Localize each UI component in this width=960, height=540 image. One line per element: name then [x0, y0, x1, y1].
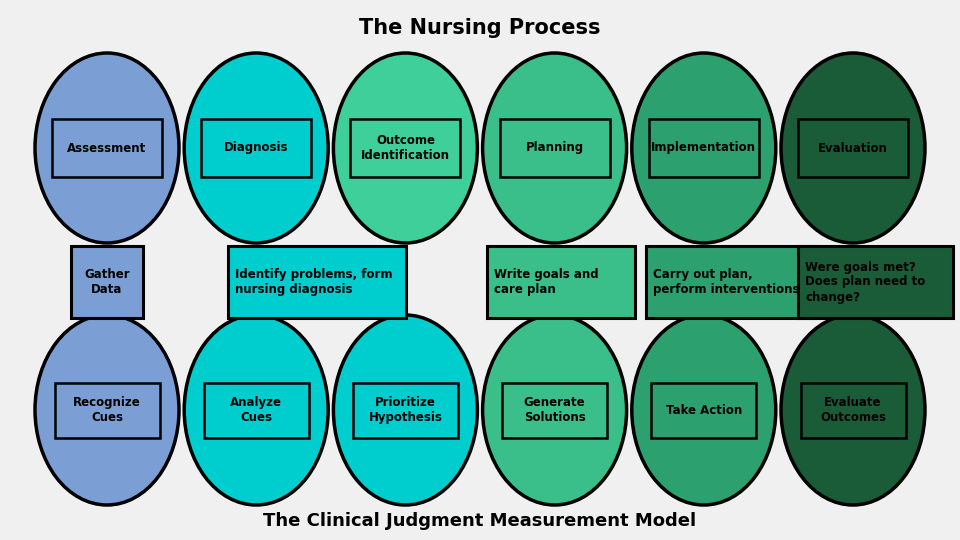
Text: Diagnosis: Diagnosis — [224, 141, 288, 154]
Ellipse shape — [35, 315, 179, 505]
FancyBboxPatch shape — [646, 246, 816, 318]
Text: Recognize
Cues: Recognize Cues — [73, 396, 141, 424]
Text: Prioritize
Hypothesis: Prioritize Hypothesis — [369, 396, 443, 424]
FancyBboxPatch shape — [228, 246, 406, 318]
Text: The Clinical Judgment Measurement Model: The Clinical Judgment Measurement Model — [263, 512, 697, 530]
Text: The Nursing Process: The Nursing Process — [359, 18, 601, 38]
Text: Gather
Data: Gather Data — [84, 268, 130, 296]
Text: Were goals met?
Does plan need to
change?: Were goals met? Does plan need to change… — [805, 260, 925, 303]
FancyBboxPatch shape — [487, 246, 635, 318]
Ellipse shape — [333, 315, 477, 505]
Text: Identify problems, form
nursing diagnosis: Identify problems, form nursing diagnosi… — [235, 268, 393, 296]
Text: Outcome
Identification: Outcome Identification — [361, 134, 450, 162]
Ellipse shape — [483, 315, 627, 505]
Ellipse shape — [632, 315, 776, 505]
Text: Take Action: Take Action — [665, 403, 742, 416]
Text: Carry out plan,
perform interventions: Carry out plan, perform interventions — [653, 268, 800, 296]
Text: Implementation: Implementation — [651, 141, 756, 154]
Ellipse shape — [184, 53, 328, 243]
Text: Evaluate
Outcomes: Evaluate Outcomes — [820, 396, 886, 424]
Text: Generate
Solutions: Generate Solutions — [524, 396, 586, 424]
Ellipse shape — [632, 53, 776, 243]
Ellipse shape — [35, 53, 179, 243]
Ellipse shape — [333, 53, 477, 243]
Ellipse shape — [483, 53, 627, 243]
Text: Evaluation: Evaluation — [818, 141, 888, 154]
Text: Assessment: Assessment — [67, 141, 147, 154]
Ellipse shape — [781, 315, 925, 505]
Text: Planning: Planning — [525, 141, 584, 154]
Ellipse shape — [184, 315, 328, 505]
Text: Write goals and
care plan: Write goals and care plan — [493, 268, 598, 296]
Ellipse shape — [781, 53, 925, 243]
Text: Analyze
Cues: Analyze Cues — [230, 396, 282, 424]
FancyBboxPatch shape — [798, 246, 953, 318]
FancyBboxPatch shape — [71, 246, 143, 318]
